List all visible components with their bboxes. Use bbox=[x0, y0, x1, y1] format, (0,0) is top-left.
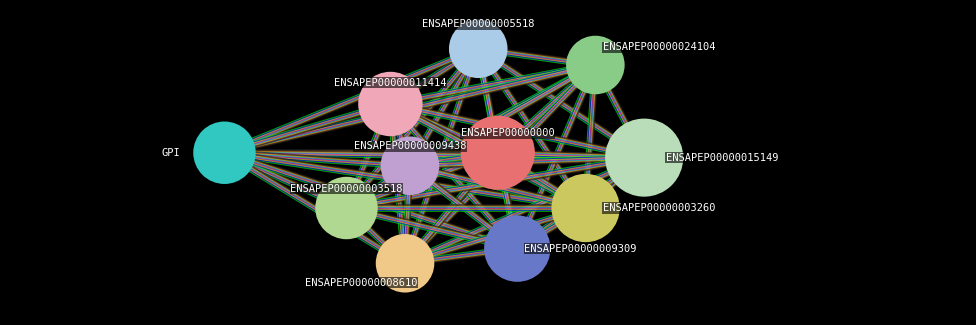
Ellipse shape bbox=[358, 72, 423, 136]
Text: ENSAPEP00000003518: ENSAPEP00000003518 bbox=[290, 184, 403, 193]
Text: ENSAPEP00000000: ENSAPEP00000000 bbox=[461, 128, 554, 138]
Ellipse shape bbox=[376, 234, 434, 292]
Ellipse shape bbox=[315, 177, 378, 239]
Ellipse shape bbox=[484, 215, 550, 282]
Ellipse shape bbox=[551, 174, 620, 242]
Text: ENSAPEP00000008610: ENSAPEP00000008610 bbox=[305, 278, 418, 288]
Text: ENSAPEP00000024104: ENSAPEP00000024104 bbox=[602, 42, 715, 52]
Text: ENSAPEP00000009438: ENSAPEP00000009438 bbox=[353, 141, 467, 151]
Ellipse shape bbox=[381, 136, 439, 195]
Text: ENSAPEP00000009309: ENSAPEP00000009309 bbox=[524, 244, 637, 254]
Ellipse shape bbox=[193, 122, 256, 184]
Ellipse shape bbox=[605, 119, 683, 197]
Text: ENSAPEP00000003260: ENSAPEP00000003260 bbox=[602, 203, 715, 213]
Text: ENSAPEP00000011414: ENSAPEP00000011414 bbox=[334, 78, 447, 88]
Text: ENSAPEP00000015149: ENSAPEP00000015149 bbox=[666, 153, 779, 162]
Ellipse shape bbox=[566, 36, 625, 94]
Ellipse shape bbox=[449, 20, 508, 78]
Text: ENSAPEP00000005518: ENSAPEP00000005518 bbox=[422, 20, 535, 29]
Text: GPI: GPI bbox=[161, 148, 181, 158]
Ellipse shape bbox=[461, 116, 535, 190]
